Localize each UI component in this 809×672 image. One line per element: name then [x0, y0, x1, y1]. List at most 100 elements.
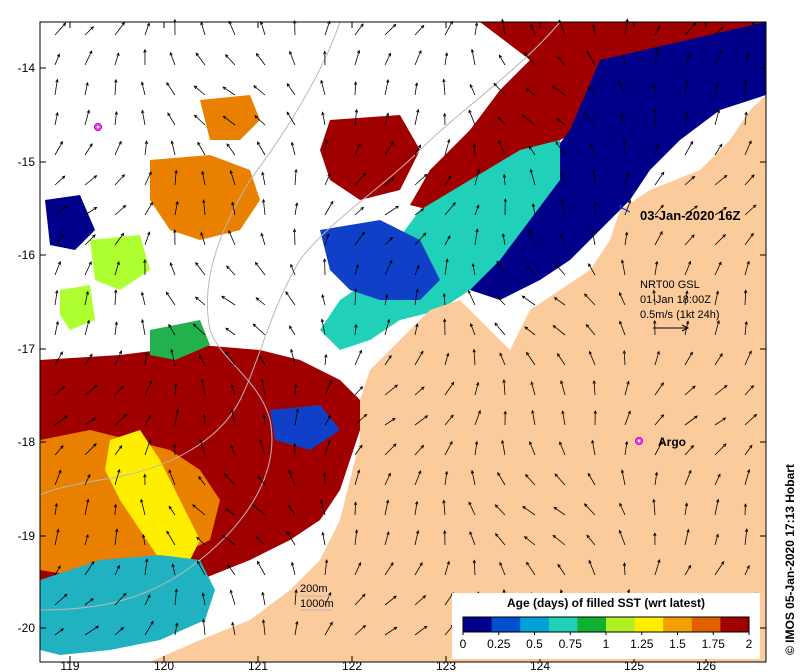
current-arrow-head: [686, 53, 690, 58]
current-arrow: [354, 562, 361, 576]
current-arrow-head: [150, 620, 154, 625]
current-arrow-head: [91, 560, 95, 565]
current-arrow-head: [493, 82, 497, 87]
current-arrow: [114, 469, 120, 486]
current-arrow-head: [360, 23, 364, 28]
current-arrow-head: [653, 108, 657, 113]
current-arrow: [522, 506, 536, 516]
current-arrow-head: [61, 233, 65, 238]
current-arrow-head: [553, 297, 558, 301]
current-arrow-head: [59, 140, 63, 145]
current-arrow-head: [93, 443, 97, 447]
current-arrow-head: [174, 588, 178, 593]
current-arrow: [444, 139, 450, 156]
y-tick-label: -19: [18, 529, 36, 543]
current-arrow: [203, 619, 206, 636]
current-arrow-head: [86, 498, 90, 503]
current-arrow-head: [719, 49, 723, 54]
current-arrow: [588, 263, 596, 276]
current-arrow: [559, 441, 566, 456]
colorbar-tick-label: 0.5: [526, 637, 543, 651]
current-arrow-head: [470, 322, 474, 327]
current-arrow: [654, 261, 658, 276]
current-arrow-head: [320, 499, 324, 504]
current-arrow-head: [359, 444, 363, 449]
current-arrow-head: [225, 327, 229, 332]
current-arrow: [557, 564, 566, 576]
depth-contours: [39, 21, 561, 611]
current-arrow-head: [144, 140, 148, 145]
current-arrow-head: [225, 351, 229, 356]
current-arrow-head: [117, 468, 121, 473]
current-arrow-head: [58, 469, 62, 474]
current-arrow: [114, 445, 123, 456]
current-arrow-head: [585, 323, 590, 328]
current-arrow: [201, 171, 206, 186]
current-arrow-head: [90, 598, 94, 602]
current-arrow-head: [195, 261, 199, 266]
current-arrow-head: [194, 296, 199, 301]
current-arrow-head: [420, 386, 425, 390]
current-arrow: [528, 146, 536, 156]
current-arrow-head: [744, 320, 748, 325]
current-arrow: [114, 593, 127, 606]
current-arrow-head: [60, 628, 65, 632]
current-arrow: [384, 355, 392, 366]
current-arrow: [530, 24, 536, 36]
current-arrow-head: [626, 588, 631, 593]
current-arrow: [684, 176, 695, 186]
current-arrow-head: [620, 259, 625, 264]
current-arrow-head: [118, 350, 122, 354]
current-arrow-head: [472, 348, 476, 353]
current-arrow: [495, 533, 506, 546]
current-arrow-head: [715, 533, 719, 538]
current-arrow: [443, 500, 446, 516]
current-arrow: [231, 622, 236, 636]
current-arrow-head: [390, 562, 394, 566]
current-arrow-head: [122, 204, 127, 209]
current-arrow: [714, 109, 720, 126]
current-arrow: [354, 173, 366, 186]
current-arrow: [654, 143, 659, 156]
current-arrow: [554, 473, 566, 486]
current-arrow-head: [223, 472, 227, 477]
current-arrow-head: [552, 324, 557, 329]
current-arrow: [84, 207, 97, 216]
current-arrow: [684, 445, 694, 456]
current-arrow: [554, 263, 566, 276]
current-arrow-head: [321, 531, 325, 536]
current-arrow-head: [420, 24, 425, 29]
argo-marker-legend: [635, 437, 643, 445]
current-arrow: [114, 174, 125, 186]
current-arrow-head: [593, 410, 597, 414]
current-arrow: [684, 234, 695, 246]
current-arrow-head: [502, 173, 507, 178]
current-arrow: [141, 319, 146, 336]
current-arrow-head: [262, 413, 266, 418]
current-arrow: [414, 174, 428, 186]
current-arrow: [593, 169, 596, 186]
current-arrow: [528, 230, 536, 246]
current-arrow: [684, 261, 691, 276]
current-arrow: [444, 52, 448, 66]
current-arrow-head: [168, 323, 172, 328]
current-arrow-head: [499, 352, 503, 357]
colorbar-cell: [548, 617, 578, 632]
current-arrow-head: [198, 476, 202, 480]
current-arrow-head: [143, 48, 147, 53]
current-arrow-head: [391, 417, 396, 422]
current-arrow: [620, 114, 626, 126]
current-arrow-head: [259, 438, 263, 443]
current-arrow-head: [148, 171, 152, 176]
current-arrow-head: [720, 560, 725, 565]
current-arrow-head: [193, 114, 198, 119]
current-arrow: [744, 261, 750, 276]
current-arrow: [354, 143, 361, 156]
current-arrow-head: [494, 504, 499, 508]
current-arrow-head: [197, 141, 201, 146]
current-arrow: [84, 291, 89, 306]
current-arrow-head: [591, 23, 596, 28]
current-arrow: [257, 141, 266, 156]
current-arrow-head: [659, 230, 663, 235]
current-arrow: [84, 82, 89, 96]
